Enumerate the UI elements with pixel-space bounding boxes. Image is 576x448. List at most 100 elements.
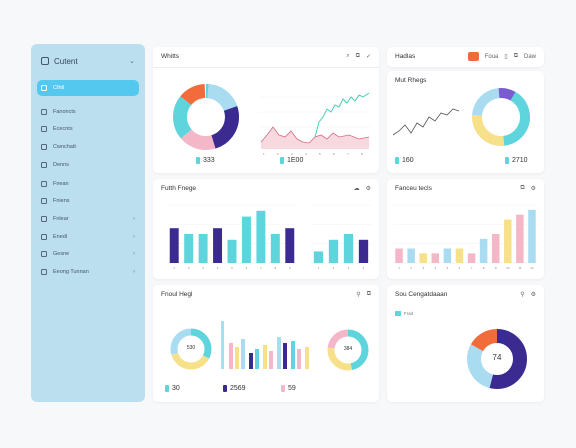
home-icon [41, 85, 47, 91]
sidebar-item-2[interactable]: Ececnts [37, 121, 139, 137]
bar [241, 216, 251, 263]
sidebar-item-label: Enedl [53, 234, 68, 240]
settings-icon[interactable]: ⚙ [365, 186, 371, 192]
donut-center-label: 74 [492, 353, 502, 362]
tick-label: 2 [410, 266, 412, 270]
box-icon [41, 251, 47, 257]
tick-label: 4 [217, 266, 219, 270]
user-icon [41, 198, 47, 204]
divider [153, 67, 379, 68]
card-tools: Foua ▯ ⧉ Daw [467, 52, 536, 61]
chevron-down-icon[interactable]: ⌄ [129, 58, 135, 65]
stat-value: 30 [172, 385, 180, 392]
tool-label[interactable]: Foua [484, 53, 499, 60]
tick-label: 6 [246, 266, 248, 270]
copy-icon[interactable]: ⧉ [513, 53, 518, 59]
chevron-right-icon: › [133, 234, 135, 240]
sidebar-item-4[interactable]: Denns [37, 157, 139, 173]
tick-label: 9 [289, 266, 291, 270]
legend-swatch [280, 157, 284, 164]
bar [285, 228, 295, 263]
legend: Frait [395, 311, 413, 316]
donut-chart [467, 329, 527, 389]
pin-icon[interactable]: ⚲ [520, 292, 525, 298]
sidebar-item-label: Gesne [53, 251, 70, 257]
sidebar: Cutent ⌄ Cthtl Fanoncts Ececnts Cwnchatt… [31, 44, 145, 402]
stat-1: 30 [165, 385, 180, 392]
copy-icon[interactable]: ⧉ [520, 185, 525, 191]
tick-label: 3 [202, 266, 204, 270]
bar [184, 234, 194, 263]
tick-label: 4 [363, 266, 365, 270]
sidebar-item-1[interactable]: Fanoncts [37, 104, 139, 120]
flame-icon[interactable] [467, 52, 479, 61]
check-icon[interactable]: ✓ [365, 54, 371, 60]
sidebar-item-6[interactable]: Fniens [37, 193, 139, 209]
stat-2: 1E00 [280, 157, 303, 164]
bar [431, 253, 440, 263]
cloud-icon[interactable]: ☁ [353, 186, 360, 192]
settings-icon[interactable]: ⚙ [530, 186, 536, 192]
card-tools: ⧉ ⚙ [520, 185, 536, 192]
bar-chart-3: 1 2 3 4 5 6 7 8 9 10 11 12 [393, 204, 538, 270]
bar [313, 251, 324, 263]
search-icon[interactable]: ⌕ [346, 53, 350, 59]
stat-2: 2710 [505, 157, 528, 164]
card-sou: Sou Cengatdaaan ⚲ ⚙ Frait 74 [387, 285, 544, 402]
bar [343, 234, 354, 263]
sidebar-item-10[interactable]: Eeong Tunnan › [37, 264, 139, 280]
sidebar-item-8[interactable]: Enedl › [37, 229, 139, 245]
svg-text:8: 8 [361, 152, 363, 156]
stat-value: 59 [288, 385, 296, 392]
lock-icon[interactable]: ▯ [504, 54, 508, 60]
card-tools: ⚲ ⚙ [520, 291, 536, 298]
tick-label: 10 [506, 266, 510, 270]
tick-label: 2 [188, 266, 190, 270]
sidebar-item-label: Cthtl [53, 85, 65, 91]
sidebar-item-3[interactable]: Cwnchatt [37, 139, 139, 155]
help-icon [41, 269, 47, 275]
bar-chart-2: 1 2 3 4 [311, 204, 371, 270]
pin-icon[interactable]: ⚲ [356, 292, 361, 298]
tool-label[interactable]: Daw [523, 53, 536, 60]
svg-text:2: 2 [277, 152, 279, 156]
legend-swatch [165, 385, 169, 392]
sidebar-item-0[interactable]: Cthtl [37, 80, 139, 96]
sidebar-item-5[interactable]: Fnean [37, 176, 139, 192]
legend-swatch [505, 157, 509, 164]
chart-icon [41, 109, 47, 115]
tick-label: 11 [518, 266, 521, 270]
donut-center-label: 530 [186, 345, 196, 351]
card-fanceu: Fanceu tecls ⧉ ⚙ 1 2 3 4 5 6 7 8 9 10 11 12 [387, 179, 544, 279]
bar [479, 238, 488, 263]
donut-chart [173, 84, 239, 150]
tick-label: 2 [333, 266, 335, 270]
donut-center-label: 384 [343, 346, 353, 352]
calendar-icon [41, 162, 47, 168]
card-tools: ⌕ ⧉ ✓ [346, 53, 371, 60]
card-tools: ⚲ ⧉ [356, 291, 371, 298]
stat-value: 1E00 [287, 157, 304, 164]
copy-icon[interactable]: ⧉ [366, 291, 371, 297]
card-title: Mut Rhegs [395, 77, 427, 84]
chevron-right-icon: › [133, 251, 135, 257]
sidebar-item-9[interactable]: Gesne › [37, 246, 139, 262]
clock-icon [41, 126, 47, 132]
sidebar-item-7[interactable]: Fnlear › [37, 211, 139, 227]
tick-label: 1 [398, 266, 400, 270]
bar [395, 248, 403, 263]
sidebar-header[interactable]: Cutent ⌄ [41, 54, 135, 68]
copy-icon[interactable]: ⧉ [355, 53, 360, 59]
tick-label: 8 [274, 266, 276, 270]
settings-icon[interactable]: ⚙ [530, 292, 536, 298]
tick-label: 7 [260, 266, 262, 270]
bar [169, 228, 179, 263]
tick-label: 5 [447, 266, 449, 270]
donut-chart-2 [327, 329, 369, 371]
chevron-right-icon: › [133, 216, 135, 222]
sidebar-item-label: Ececnts [53, 126, 73, 132]
bar [528, 209, 536, 263]
bar [516, 214, 524, 263]
tick-label: 5 [231, 266, 233, 270]
tick-label: 1 [173, 266, 175, 270]
